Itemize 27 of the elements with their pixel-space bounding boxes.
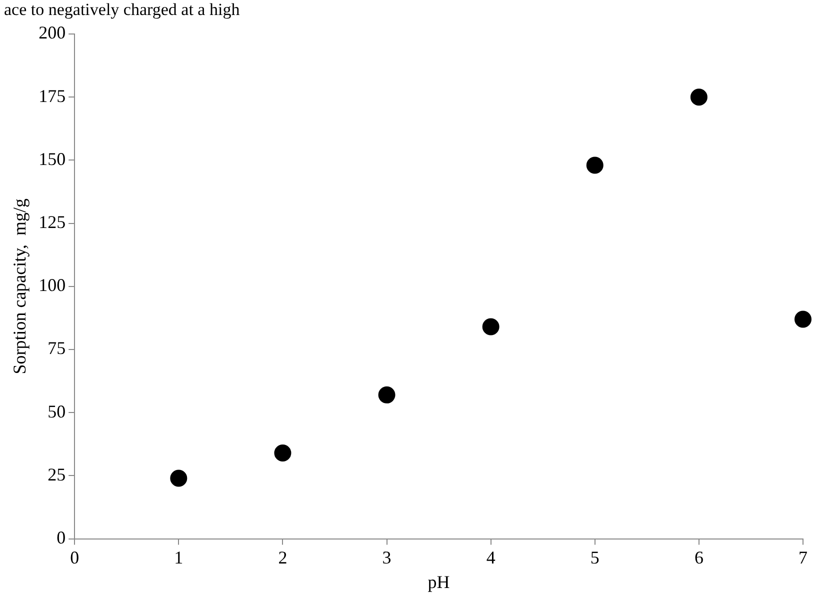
point	[482, 318, 500, 336]
x-tick-label: 2	[278, 547, 288, 568]
y-tick-label: 125	[38, 212, 66, 232]
point	[690, 88, 708, 106]
y-tick-label: 175	[38, 86, 66, 106]
y-tick-label: 50	[48, 401, 66, 422]
x-tick-label: 5	[590, 547, 600, 568]
point	[170, 470, 188, 487]
x-tick-label: 3	[382, 547, 392, 568]
point	[794, 310, 812, 328]
y-tick-label: 200	[38, 22, 66, 43]
point	[378, 386, 396, 404]
text: ace to negatively charged at a high	[4, 0, 240, 19]
x-tick-label: 1	[174, 547, 184, 568]
x-axis-title: pH	[428, 572, 450, 592]
y-tick-label: 25	[48, 464, 66, 484]
y-tick-label: 75	[48, 338, 66, 358]
x-tick-label: 4	[486, 547, 496, 568]
y-tick-label: 150	[38, 148, 66, 169]
point	[586, 156, 604, 174]
point	[274, 444, 292, 462]
x-tick-label: 6	[694, 547, 704, 568]
y-tick-label: 0	[56, 528, 66, 548]
y-axis-title: Sorption capacity, mg/g	[10, 198, 30, 374]
y-tick-label: 100	[38, 275, 66, 296]
x-tick-label: 0	[70, 547, 80, 568]
x-tick-label: 7	[798, 547, 808, 568]
